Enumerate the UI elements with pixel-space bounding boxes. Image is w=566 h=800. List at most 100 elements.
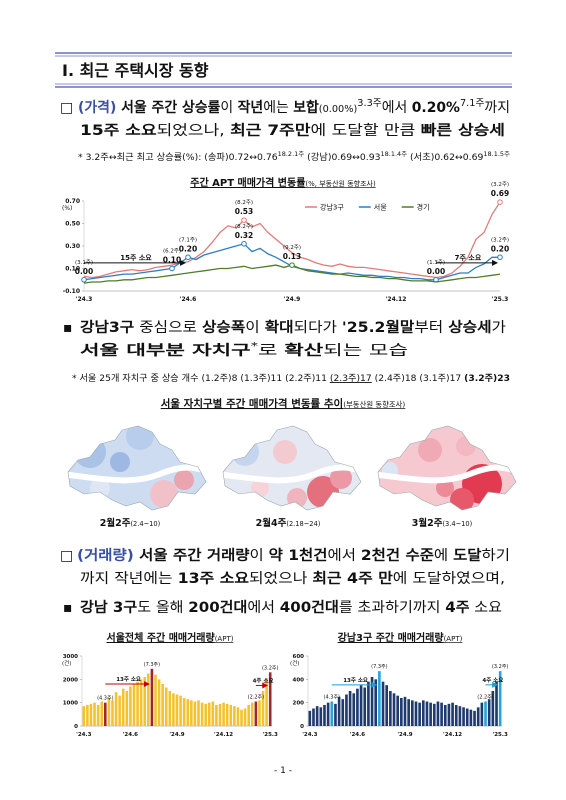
- text: 에: [434, 548, 453, 564]
- bar: [125, 691, 129, 726]
- legend-label: 강남3구: [320, 203, 344, 212]
- text: 13주 소요: [178, 571, 249, 587]
- bar: [82, 706, 86, 726]
- text: 상승폭: [202, 320, 245, 336]
- text: (APT): [215, 635, 234, 643]
- bar: [86, 705, 89, 726]
- paragraph-line: 강남 3구 도 올해 200건대 에서 400건대 를 초과하기까지 4주 소요: [80, 599, 502, 616]
- y-unit: (%): [62, 205, 72, 212]
- x-tick-label: '24.3: [302, 732, 317, 738]
- text: (2.3주)17: [330, 373, 372, 384]
- text: 서울 대부분 자치구: [80, 342, 251, 359]
- text: 에는: [263, 100, 293, 116]
- point-label: 0.69: [491, 189, 510, 198]
- y-tick-label: -0.10: [63, 288, 80, 295]
- text: 이: [220, 100, 237, 116]
- text: 까지 작년에는: [80, 571, 178, 587]
- bar: [462, 707, 465, 726]
- bar: [454, 705, 458, 726]
- bar: [334, 703, 337, 726]
- text: (%, 부동산원 동향조사): [305, 179, 376, 188]
- bar: [469, 709, 473, 726]
- text: 서울 자치구별 주간 매매가격 변동률 추이: [161, 397, 344, 410]
- bar: [172, 693, 175, 726]
- text: 에서: [382, 100, 412, 116]
- point-label: 0.32: [235, 231, 254, 240]
- page-number: - 1 -: [274, 766, 292, 776]
- bar: [465, 708, 469, 726]
- bar: [407, 699, 410, 726]
- bar: [243, 708, 247, 726]
- bullet-marker: □: [60, 100, 73, 116]
- point-label: 0.00: [427, 267, 446, 276]
- x-tick-label: '24.9: [284, 296, 301, 303]
- bar: [440, 702, 443, 726]
- bar: [403, 696, 407, 726]
- y-tick-label: 0.70: [65, 198, 80, 205]
- x-tick-label: '25.3: [492, 296, 509, 303]
- bar: [352, 693, 356, 726]
- text: *: [78, 153, 83, 163]
- text: (APT): [444, 635, 463, 643]
- point-label: 0.10: [163, 256, 182, 265]
- bar: [129, 686, 132, 726]
- bar: [337, 696, 341, 726]
- note: * 3.2주↔최근 최고 상승률(%): (송파)0.72↔0.76 18.2.1…: [78, 150, 510, 163]
- bar: [345, 694, 348, 726]
- bar-note: (2.2주): [477, 695, 494, 701]
- bar: [268, 672, 272, 726]
- bar: [389, 691, 392, 726]
- bar: [233, 706, 236, 726]
- text: 상승세: [448, 320, 491, 336]
- point-note: (3.2주): [491, 181, 509, 188]
- bar: [265, 678, 268, 726]
- bar: [476, 707, 480, 726]
- text: 에 도달할 만큼: [311, 123, 421, 139]
- bar: [429, 702, 432, 726]
- y-tick-label: 2000: [63, 677, 78, 683]
- bar: [93, 702, 96, 726]
- bar: [356, 688, 359, 726]
- note: * 서울 25개 자치구 중 상승 개수 (1.2주)8 (1.3주)11 (2…: [72, 372, 510, 384]
- text: 에서: [247, 600, 279, 616]
- bar: [193, 701, 197, 726]
- bar: [447, 703, 451, 726]
- bar: [143, 677, 147, 726]
- text: 강남 3구: [80, 599, 137, 616]
- map-caption: 2월4주(2.18~24): [256, 517, 321, 529]
- text: 400건대: [280, 599, 339, 616]
- bar-note: (2.2주): [248, 695, 265, 701]
- text: (2.18~24): [286, 520, 320, 528]
- text: 작년: [238, 99, 264, 116]
- text: 주간 APT 매매가격 변동률: [190, 176, 305, 189]
- bar: [315, 706, 319, 726]
- bar: [190, 700, 193, 726]
- bar: [154, 674, 157, 726]
- bar: [432, 703, 436, 726]
- y-tick-label: 0.10: [65, 266, 80, 273]
- bar-note: (4.3주): [324, 695, 341, 701]
- chart-title: 주간 APT 매매가격 변동률(%, 부동산원 동향조사): [190, 176, 376, 189]
- text: 200건대: [188, 599, 247, 616]
- series-line: [83, 201, 501, 279]
- text: 되는 모습: [323, 343, 408, 359]
- bar: [367, 681, 370, 726]
- bar: [414, 701, 418, 726]
- point-label: 0.53: [235, 207, 254, 216]
- point-label: 0.20: [491, 244, 510, 253]
- bar: [323, 705, 326, 726]
- bar: [491, 691, 495, 726]
- span-label: 7주 소요: [455, 254, 482, 262]
- point-note: (3.1주): [75, 259, 93, 266]
- bar: [421, 700, 425, 726]
- bar: [168, 691, 172, 726]
- legend-label: 서울: [374, 203, 387, 212]
- text: 확대: [265, 319, 294, 336]
- bar: [161, 684, 164, 726]
- bullet-marker: ▪: [63, 320, 73, 336]
- text: 3월2주: [412, 517, 443, 529]
- map-caption: 2월2주(2.4~10): [100, 517, 161, 529]
- point-marker: [81, 276, 87, 283]
